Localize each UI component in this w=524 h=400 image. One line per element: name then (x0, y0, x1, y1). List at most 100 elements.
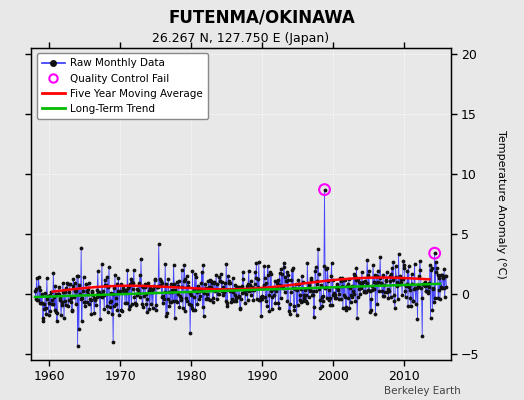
Point (230, 298, 238, 304)
Point (86, 297, 95, 303)
Point (255, 297, 264, 303)
Point (430, 250, 439, 256)
Point (143, 309, 151, 316)
Point (237, 290, 246, 296)
Point (296, 292, 304, 298)
Point (219, 284, 227, 290)
Point (72, 288, 81, 294)
Point (91, 296, 100, 302)
Point (151, 307, 160, 314)
Point (261, 294, 269, 300)
Point (120, 286, 128, 293)
Point (242, 290, 250, 297)
Point (384, 286, 392, 292)
Point (157, 282, 165, 288)
Point (285, 308, 293, 314)
Point (378, 288, 386, 295)
Point (430, 250, 439, 256)
Point (364, 287, 373, 294)
Point (241, 300, 249, 306)
Point (372, 280, 380, 286)
Point (353, 314, 361, 321)
Point (368, 287, 376, 294)
Point (331, 292, 339, 298)
Point (185, 290, 194, 296)
Point (64, 303, 72, 310)
Point (53, 310, 62, 316)
Point (112, 295, 121, 302)
Point (111, 301, 119, 308)
Point (269, 286, 277, 292)
Point (392, 274, 400, 280)
Point (319, 292, 327, 299)
Point (379, 293, 388, 300)
Point (403, 268, 412, 274)
Point (397, 276, 405, 282)
Point (198, 268, 206, 275)
Y-axis label: Temperature Anomaly (°C): Temperature Anomaly (°C) (496, 130, 506, 278)
Point (241, 287, 249, 294)
Point (50, 306, 59, 313)
Point (132, 302, 140, 308)
Point (44, 292, 52, 299)
Point (54, 290, 62, 297)
Point (320, 263, 328, 270)
Point (92, 294, 101, 300)
Point (321, 284, 329, 291)
Point (438, 285, 446, 292)
Point (237, 296, 245, 302)
Point (413, 315, 422, 322)
Point (249, 296, 258, 303)
Point (310, 304, 319, 310)
Point (172, 278, 181, 285)
Point (45, 300, 53, 306)
Point (91, 297, 99, 304)
Point (130, 294, 139, 300)
Point (36, 300, 44, 306)
Point (397, 279, 406, 286)
Point (293, 286, 301, 293)
Point (325, 295, 334, 302)
Point (158, 280, 167, 286)
Point (347, 283, 356, 289)
Point (74, 325, 83, 332)
Point (213, 281, 222, 287)
Point (69, 276, 78, 282)
Point (289, 265, 297, 271)
Point (189, 307, 197, 313)
Point (272, 284, 281, 291)
Point (305, 286, 314, 293)
Point (304, 294, 313, 300)
Point (423, 282, 431, 288)
Point (277, 266, 286, 273)
Point (227, 299, 235, 305)
Point (383, 289, 391, 295)
Point (232, 294, 240, 301)
Point (99, 288, 107, 294)
Point (254, 276, 262, 282)
Point (155, 241, 163, 248)
Point (36, 287, 45, 293)
Point (87, 310, 95, 317)
Point (314, 246, 322, 252)
Title: 26.267 N, 127.750 E (Japan): 26.267 N, 127.750 E (Japan) (152, 32, 330, 46)
Point (96, 316, 104, 322)
Point (233, 284, 242, 290)
Point (340, 292, 348, 298)
Point (244, 280, 253, 287)
Point (231, 291, 239, 298)
Point (427, 267, 435, 274)
Point (103, 303, 111, 309)
Point (70, 280, 79, 286)
Point (286, 311, 294, 318)
Point (134, 287, 142, 293)
Point (179, 277, 188, 284)
Point (247, 292, 255, 298)
Point (208, 278, 216, 284)
Point (92, 302, 100, 308)
Point (166, 298, 174, 305)
Point (221, 280, 229, 286)
Point (40, 300, 48, 307)
Point (94, 268, 102, 274)
Point (324, 278, 332, 284)
